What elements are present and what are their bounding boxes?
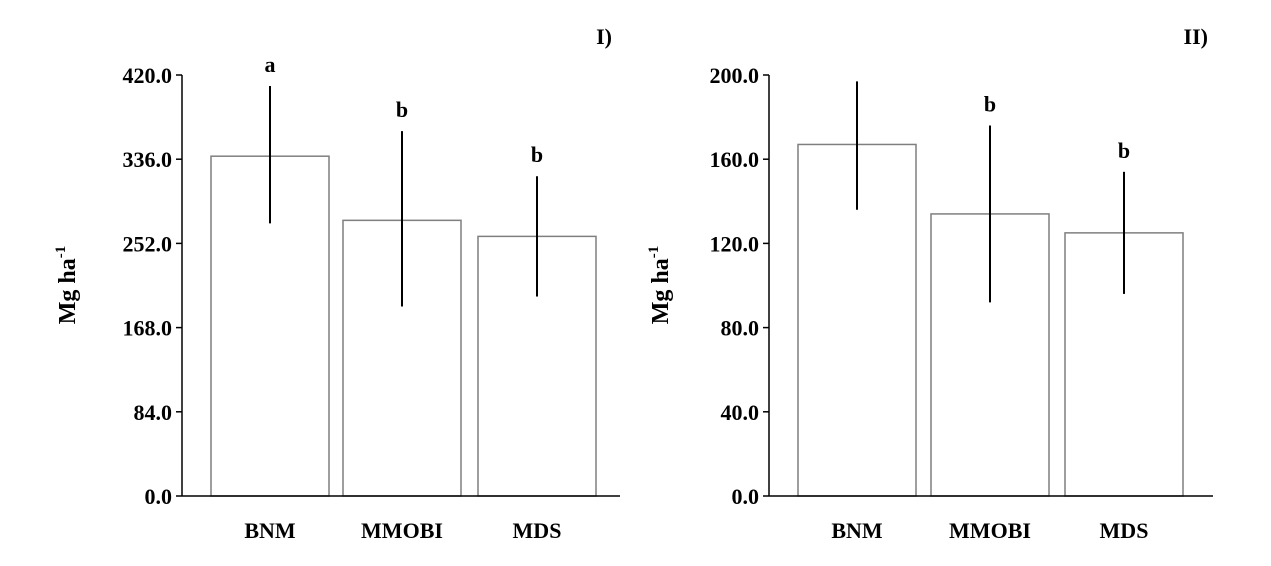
panel-2-category-label-mmobi: MMOBI (949, 518, 1031, 543)
panel-1-y-axis-label-text: Mg ha (55, 258, 81, 324)
panel-2-chart: 0.0 40.0 80.0 120.0 160.0 200.0 BNM MMOBI MDS b b I… (646, 24, 1213, 543)
panel-1-y-tick-label-0: 0.0 (145, 484, 173, 509)
panel-2-category-label-mds: MDS (1100, 518, 1149, 543)
panel-1-significance-label-mds: b (531, 142, 543, 167)
panel-1-y-tick-label-3: 252.0 (123, 231, 173, 256)
panel-1-category-label-mmobi: MMOBI (361, 518, 443, 543)
panel-1-significance-label-mmobi: b (396, 97, 408, 122)
panel-1-y-axis-label-superscript: -1 (53, 246, 69, 259)
panel-1-y-tick-label-1: 84.0 (134, 400, 173, 425)
panel-2-significance-label-mmobi: b (984, 92, 996, 117)
panel-2-y-tick-label-1: 40.0 (721, 400, 760, 425)
panel-2-y-tick-label-4: 160.0 (710, 147, 760, 172)
panel-1-y-tick-label-5: 420.0 (123, 63, 173, 88)
panel-1-y-tick-label-2: 168.0 (123, 316, 173, 341)
panel-2-y-axis-label-superscript: -1 (646, 246, 662, 259)
panel-2-y-axis-label: Mg ha-1 (646, 246, 674, 325)
panel-1-significance-label-bnm: a (265, 52, 276, 77)
panel-2-y-tick-label-3: 120.0 (710, 231, 760, 256)
panel-2-y-tick-label-5: 200.0 (710, 63, 760, 88)
panel-1-category-label-bnm: BNM (244, 518, 296, 543)
panel-2-y-tick-label-0: 0.0 (732, 484, 760, 509)
panel-1-category-label-mds: MDS (513, 518, 562, 543)
panel-1-chart: 0.0 84.0 168.0 252.0 336.0 420.0 BNM MMOBI MDS a b… (53, 24, 620, 543)
panel-2-panel-label: II) (1184, 24, 1208, 49)
panel-1-panel-label: I) (596, 24, 612, 49)
panel-1-y-axis-label: Mg ha-1 (53, 246, 81, 325)
panel-2-category-label-bnm: BNM (831, 518, 883, 543)
panel-1-y-tick-label-4: 336.0 (123, 147, 173, 172)
panel-2-y-tick-label-2: 80.0 (721, 316, 760, 341)
panel-2-significance-label-mds: b (1118, 138, 1130, 163)
panel-2-y-axis-label-text: Mg ha (648, 258, 674, 324)
